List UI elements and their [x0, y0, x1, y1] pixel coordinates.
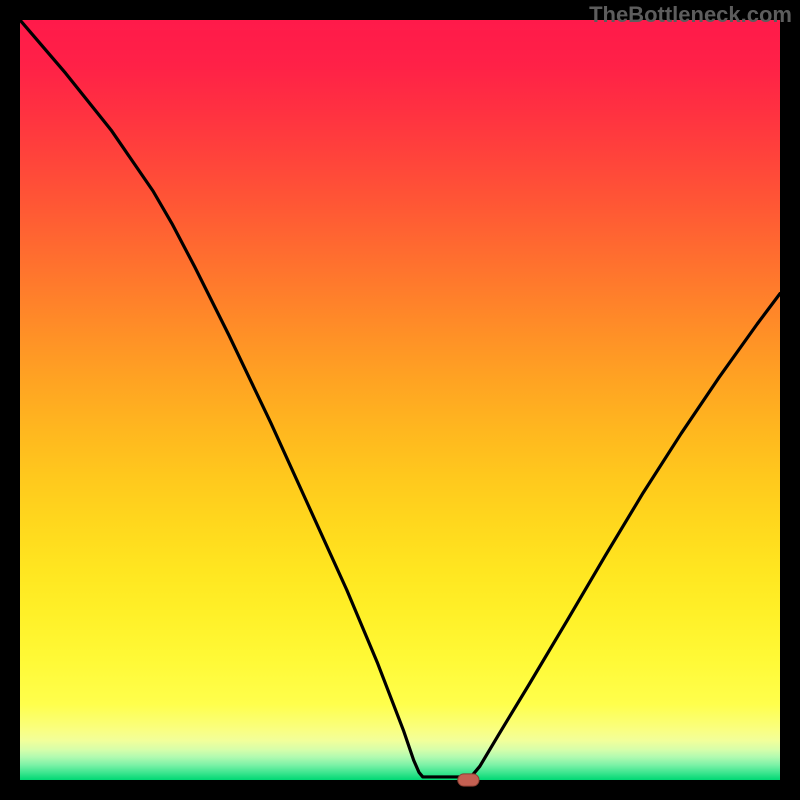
chart-background — [20, 20, 780, 780]
bottleneck-curve-chart — [0, 0, 800, 800]
chart-stage: TheBottleneck.com — [0, 0, 800, 800]
optimal-marker — [458, 774, 479, 786]
